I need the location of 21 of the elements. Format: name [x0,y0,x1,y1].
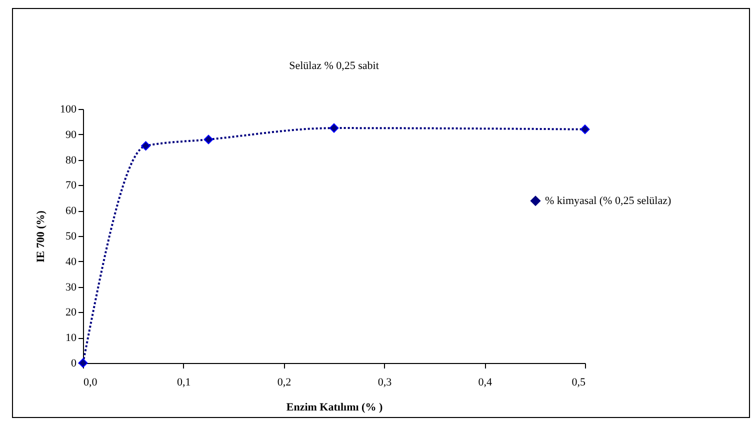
x-tick-label: 0,1 [177,376,191,388]
x-tick-label: 0,4 [478,376,492,388]
y-axis-title: IE 700 (%) [35,210,47,262]
y-tick-label: 30 [66,281,77,294]
y-tick-label: 60 [66,205,77,218]
y-tick-label: 40 [66,256,77,268]
legend-label: % kimyasal (% 0,25 selülaz) [545,194,672,207]
x-tick-label: 0,2 [277,376,292,388]
y-tick-label: 90 [66,128,77,141]
y-tick-label: 20 [66,306,77,319]
y-tick-label: 50 [66,230,77,242]
y-tick-label: 0 [71,358,77,370]
x-tick-label: 0,5 [572,376,586,388]
x-tick-label: 0,3 [378,376,392,388]
y-tick-label: 100 [60,104,77,116]
x-tick-label: 0,0 [84,376,98,388]
chart-title: Selülaz % 0,25 sabit [289,60,379,72]
y-tick-label: 70 [66,180,77,192]
y-tick-label: 80 [66,154,77,166]
x-axis-title: Enzim Katılımı (% ) [286,402,383,414]
y-tick-label: 10 [66,332,77,344]
